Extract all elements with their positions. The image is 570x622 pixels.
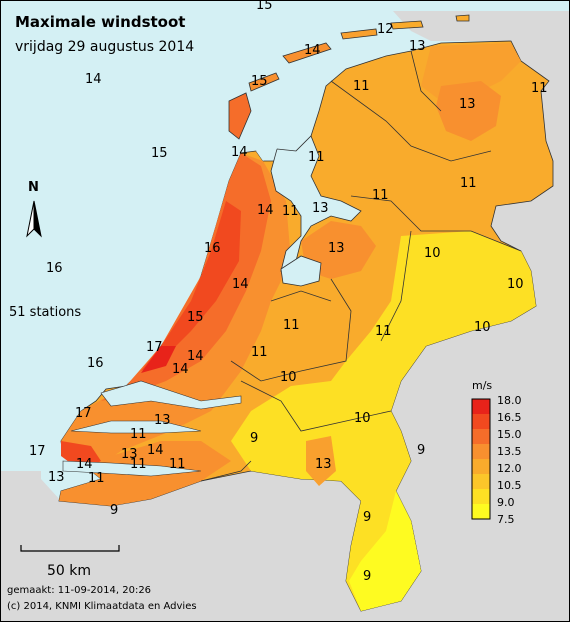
- station-value: 11: [282, 204, 299, 219]
- station-value: 17: [75, 406, 92, 421]
- map-title: Maximale windstoot: [15, 13, 185, 31]
- station-value: 10: [474, 320, 491, 335]
- station-value: 11: [375, 324, 392, 339]
- station-value: 15: [151, 146, 168, 161]
- zone-9-10: [231, 231, 536, 611]
- legend-tick: 7.5: [497, 513, 515, 526]
- station-value: 11: [531, 81, 548, 96]
- island-rottum: [455, 14, 470, 22]
- legend-tick: 10.5: [497, 479, 522, 492]
- water-zeeland: [62, 380, 242, 477]
- station-value: 10: [354, 411, 371, 426]
- station-value: 11: [353, 79, 370, 94]
- zone-17-18: [141, 346, 176, 373]
- station-value: 11: [169, 457, 186, 472]
- island-schiermonnikoog: [390, 20, 424, 30]
- legend-tick: 18.0: [497, 394, 522, 407]
- scale-label: 50 km: [47, 563, 91, 579]
- station-value: 15: [251, 74, 268, 89]
- station-value: 17: [29, 444, 46, 459]
- station-value: 13: [121, 447, 138, 462]
- station-value: 13: [328, 241, 345, 256]
- zone-13-14-groningen: [436, 81, 501, 141]
- station-value: 14: [187, 349, 204, 364]
- station-value: 12: [377, 22, 394, 37]
- station-value: 11: [372, 188, 389, 203]
- legend-tick: 13.5: [497, 445, 522, 458]
- station-value: 9: [363, 510, 371, 525]
- color-legend: m/s 18.0 16.5 15.0 13.5 12.0 10.5 9.0 7.…: [471, 379, 522, 526]
- legend-swatch: [472, 459, 490, 474]
- legend-swatch: [472, 444, 490, 459]
- zone-11-centre: [306, 436, 336, 486]
- neighbouring-land: [1, 11, 569, 621]
- station-value: 14: [304, 43, 321, 58]
- station-value: 15: [187, 310, 204, 325]
- station-value: 14: [257, 203, 274, 218]
- station-value: 14: [231, 145, 248, 160]
- copyright: (c) 2014, KNMI Klimaatdata en Advies: [7, 601, 197, 612]
- station-value: 10: [424, 246, 441, 261]
- sea-inlet: [256, 141, 277, 161]
- svg-text:N: N: [28, 180, 39, 195]
- map-subtitle: vrijdag 29 augustus 2014: [15, 39, 194, 55]
- station-value: 16: [204, 241, 221, 256]
- legend-tick: 12.0: [497, 462, 522, 475]
- station-value: 11: [308, 150, 325, 165]
- station-value: 11: [130, 457, 147, 472]
- station-value: 9: [417, 443, 425, 458]
- station-value: 9: [363, 569, 371, 584]
- station-value: 11: [283, 318, 300, 333]
- legend-tick: 9.0: [497, 496, 515, 509]
- stations-count: 51 stations: [9, 305, 81, 320]
- station-values: 15 12 13 14 15 14 11 11 13 15 14 11 11 1…: [29, 1, 548, 584]
- lake-ijsselmeer: [270, 135, 362, 272]
- station-value: 13: [48, 470, 65, 485]
- station-value: 9: [250, 431, 258, 446]
- province-borders: [200, 50, 522, 482]
- station-value: 13: [315, 457, 332, 472]
- station-value: 9: [110, 503, 118, 518]
- island-vlieland: [248, 72, 280, 92]
- station-value: 14: [172, 362, 189, 377]
- station-value: 10: [280, 370, 297, 385]
- station-value: 13: [409, 39, 426, 54]
- station-value: 11: [251, 345, 268, 360]
- legend-tick: 15.0: [497, 428, 522, 441]
- legend-swatch: [472, 414, 490, 429]
- station-value: 16: [87, 356, 104, 371]
- station-value: 14: [85, 72, 102, 87]
- legend-tick: 16.5: [497, 411, 522, 424]
- legend-swatch: [472, 429, 490, 444]
- lake-markermeer: [280, 255, 322, 287]
- station-value: 13: [459, 97, 476, 112]
- station-value: 14: [147, 443, 164, 458]
- station-value: 11: [130, 427, 147, 442]
- zone-7-9: [349, 491, 421, 611]
- island-terschelling: [282, 42, 332, 64]
- station-value: 11: [460, 176, 477, 191]
- station-value: 14: [232, 277, 249, 292]
- zone-16-17: [141, 201, 241, 371]
- legend-swatch: [472, 474, 490, 489]
- station-value: 11: [88, 471, 105, 486]
- legend-unit: m/s: [472, 379, 492, 392]
- scale-bar: 50 km: [20, 545, 120, 579]
- made-timestamp: gemaakt: 11-09-2014, 20:26: [7, 585, 151, 596]
- legend-swatch: [472, 489, 490, 504]
- legend-swatch: [472, 399, 490, 414]
- station-value: 16: [46, 261, 63, 276]
- station-value: 14: [76, 457, 93, 472]
- station-value: 15: [256, 1, 273, 13]
- island-texel: [228, 92, 252, 140]
- island-ameland: [340, 28, 378, 40]
- station-value: 10: [507, 277, 524, 292]
- station-value: 17: [146, 340, 163, 355]
- legend-swatch: [472, 504, 490, 519]
- station-value: 13: [312, 201, 329, 216]
- north-arrow-icon: N: [26, 180, 42, 238]
- station-value: 13: [154, 413, 171, 428]
